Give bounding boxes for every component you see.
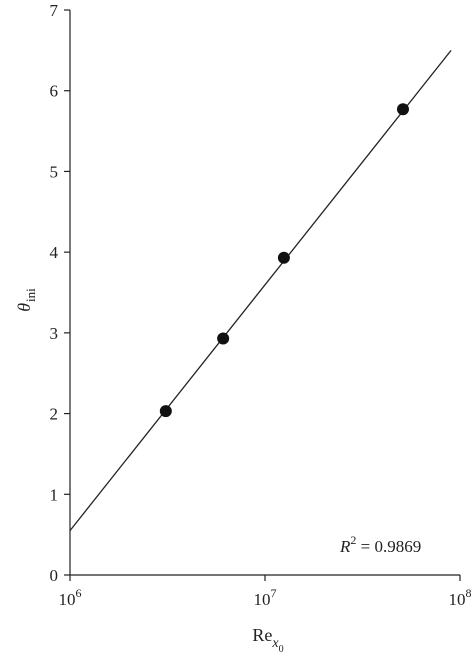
y-tick-label: 7 [50, 1, 59, 20]
x-axis-title-sub: x [271, 636, 279, 651]
x-tick-label: 106 [59, 586, 82, 609]
x-tick-label-base: 10 [59, 590, 76, 609]
r-squared-annotation: R2 = 0.9869 [339, 533, 421, 556]
y-tick-label: 5 [50, 162, 59, 181]
y-axis-title-main: θ [14, 303, 34, 312]
y-tick-label: 0 [50, 566, 59, 585]
x-axis-title-main: Re [252, 625, 272, 645]
y-ticks: 0 1 2 3 4 5 6 7 [50, 1, 70, 585]
x-tick-label: 107 [254, 586, 277, 609]
x-tick-label: 108 [449, 586, 472, 609]
y-axis-title: θini [14, 288, 38, 312]
data-point [217, 332, 230, 345]
x-tick-label-base: 10 [254, 590, 271, 609]
x-ticks: 106 107 108 [59, 575, 472, 609]
x-axis-title: Rex0 [252, 625, 283, 655]
data-points [159, 103, 409, 418]
plot-frame [69, 10, 460, 576]
y-tick-label: 2 [50, 405, 59, 424]
fit-line [69, 49, 452, 532]
x-tick-label-base: 10 [449, 590, 466, 609]
data-point [159, 405, 172, 418]
y-tick-label: 6 [50, 82, 59, 101]
y-axis-title-sub: ini [23, 288, 38, 302]
x-tick-label-exponent: 6 [76, 586, 82, 600]
x-tick-label-exponent: 8 [466, 586, 472, 600]
r-squared-value: = 0.9869 [356, 537, 421, 556]
y-tick-label: 3 [50, 324, 59, 343]
y-tick-label: 4 [50, 243, 59, 262]
data-point [396, 103, 409, 116]
x-axis-title-subsub: 0 [279, 644, 284, 655]
r-squared-symbol: R [339, 537, 351, 556]
r-squared-power: 2 [350, 533, 356, 547]
y-tick-label: 1 [50, 485, 59, 504]
data-point [277, 251, 290, 264]
x-tick-label-exponent: 7 [271, 586, 277, 600]
